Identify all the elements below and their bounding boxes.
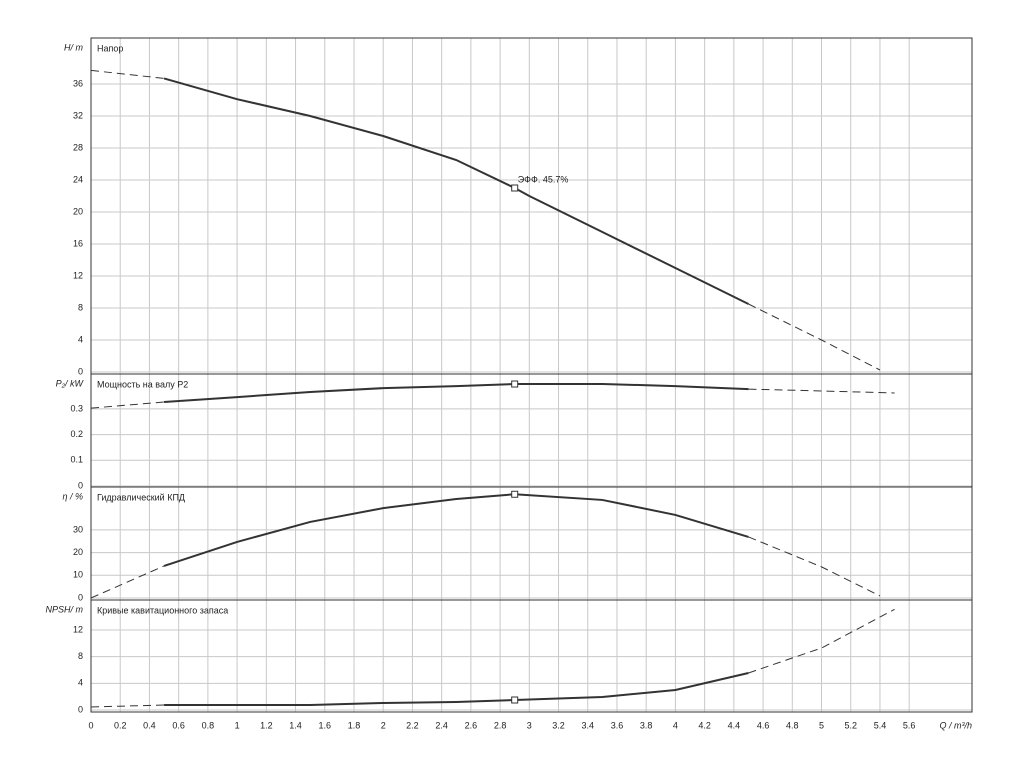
x-tick-label: 1.6: [319, 720, 332, 730]
x-tick-label: 4.6: [757, 720, 770, 730]
y-axis-label: η / %: [62, 491, 83, 501]
x-tick-label: 2.6: [465, 720, 478, 730]
x-tick-label: 1: [235, 720, 240, 730]
x-tick-label: 1.8: [348, 720, 361, 730]
y-tick-label: 4: [78, 334, 83, 344]
x-tick-label: 1.4: [289, 720, 302, 730]
y-tick-label: 0.2: [70, 429, 83, 439]
y-tick-label: 4: [78, 678, 83, 688]
y-tick-label: 0: [78, 592, 83, 602]
curve: [90, 608, 895, 708]
y-tick-label: 16: [73, 238, 83, 248]
panel-frame: [90, 373, 973, 488]
y-tick-label: 30: [73, 524, 83, 534]
y-tick-label: 0.3: [70, 403, 83, 413]
x-tick-label: 1.2: [260, 720, 273, 730]
x-tick-label: 3.4: [581, 720, 594, 730]
y-tick-label: 28: [73, 142, 83, 152]
x-tick-label: 2: [381, 720, 386, 730]
annotation: ЭФФ. 45.7%: [518, 174, 569, 184]
x-tick-label: 0.8: [202, 720, 215, 730]
x-tick-label: 3.6: [611, 720, 624, 730]
y-tick-label: 24: [73, 174, 83, 184]
x-tick-label: 0: [88, 720, 93, 730]
x-tick-label: 2.8: [494, 720, 507, 730]
y-tick-label: 0: [78, 704, 83, 714]
x-tick-label: 0.4: [143, 720, 156, 730]
y-tick-label: 32: [73, 110, 83, 120]
panel-title: Кривые кавитационного запаса: [97, 605, 228, 615]
y-axis-label: NPSH/ m: [45, 604, 83, 614]
curve: [90, 388, 895, 409]
marker: [511, 380, 519, 388]
y-tick-label: 10: [73, 570, 83, 580]
curve: [90, 69, 881, 371]
x-axis-label: Q / m³/h: [939, 720, 972, 730]
curve: [164, 672, 749, 706]
marker: [511, 696, 519, 704]
x-tick-label: 5.2: [844, 720, 857, 730]
y-tick-label: 0: [78, 480, 83, 490]
y-tick-label: 20: [73, 547, 83, 557]
y-tick-label: 8: [78, 651, 83, 661]
y-tick-label: 0.1: [70, 455, 83, 465]
y-tick-label: 12: [73, 270, 83, 280]
y-tick-label: 8: [78, 302, 83, 312]
x-tick-label: 5.6: [903, 720, 916, 730]
x-tick-label: 4.8: [786, 720, 799, 730]
x-tick-label: 5: [819, 720, 824, 730]
y-tick-label: 12: [73, 624, 83, 634]
x-tick-label: 4: [673, 720, 678, 730]
panel-title: Напор: [97, 43, 123, 53]
y-axis-label: H/ m: [64, 42, 84, 52]
y-tick-label: 0: [78, 366, 83, 376]
x-tick-label: 2.2: [406, 720, 419, 730]
x-tick-label: 3: [527, 720, 532, 730]
x-tick-label: 5.4: [874, 720, 887, 730]
panel-frame: [90, 599, 973, 713]
panel-title: Гидравлический КПД: [97, 492, 185, 502]
marker: [511, 184, 519, 192]
panel-title: Мощность на валу P2: [97, 379, 188, 389]
x-tick-label: 3.2: [552, 720, 565, 730]
x-tick-label: 0.2: [114, 720, 127, 730]
curve: [90, 536, 881, 599]
x-tick-label: 3.8: [640, 720, 653, 730]
marker: [511, 490, 519, 498]
curve: [163, 77, 749, 305]
x-tick-label: 0.6: [172, 720, 185, 730]
y-tick-label: 36: [73, 78, 83, 88]
x-tick-label: 4.4: [728, 720, 741, 730]
curve: [163, 493, 749, 567]
y-tick-label: 20: [73, 206, 83, 216]
panel-frame: [90, 486, 973, 601]
curve: [163, 383, 749, 403]
panel-frame: [90, 37, 973, 375]
y-axis-label: P₂/ kW: [56, 378, 85, 388]
x-tick-label: 4.2: [698, 720, 711, 730]
x-tick-label: 2.4: [435, 720, 448, 730]
